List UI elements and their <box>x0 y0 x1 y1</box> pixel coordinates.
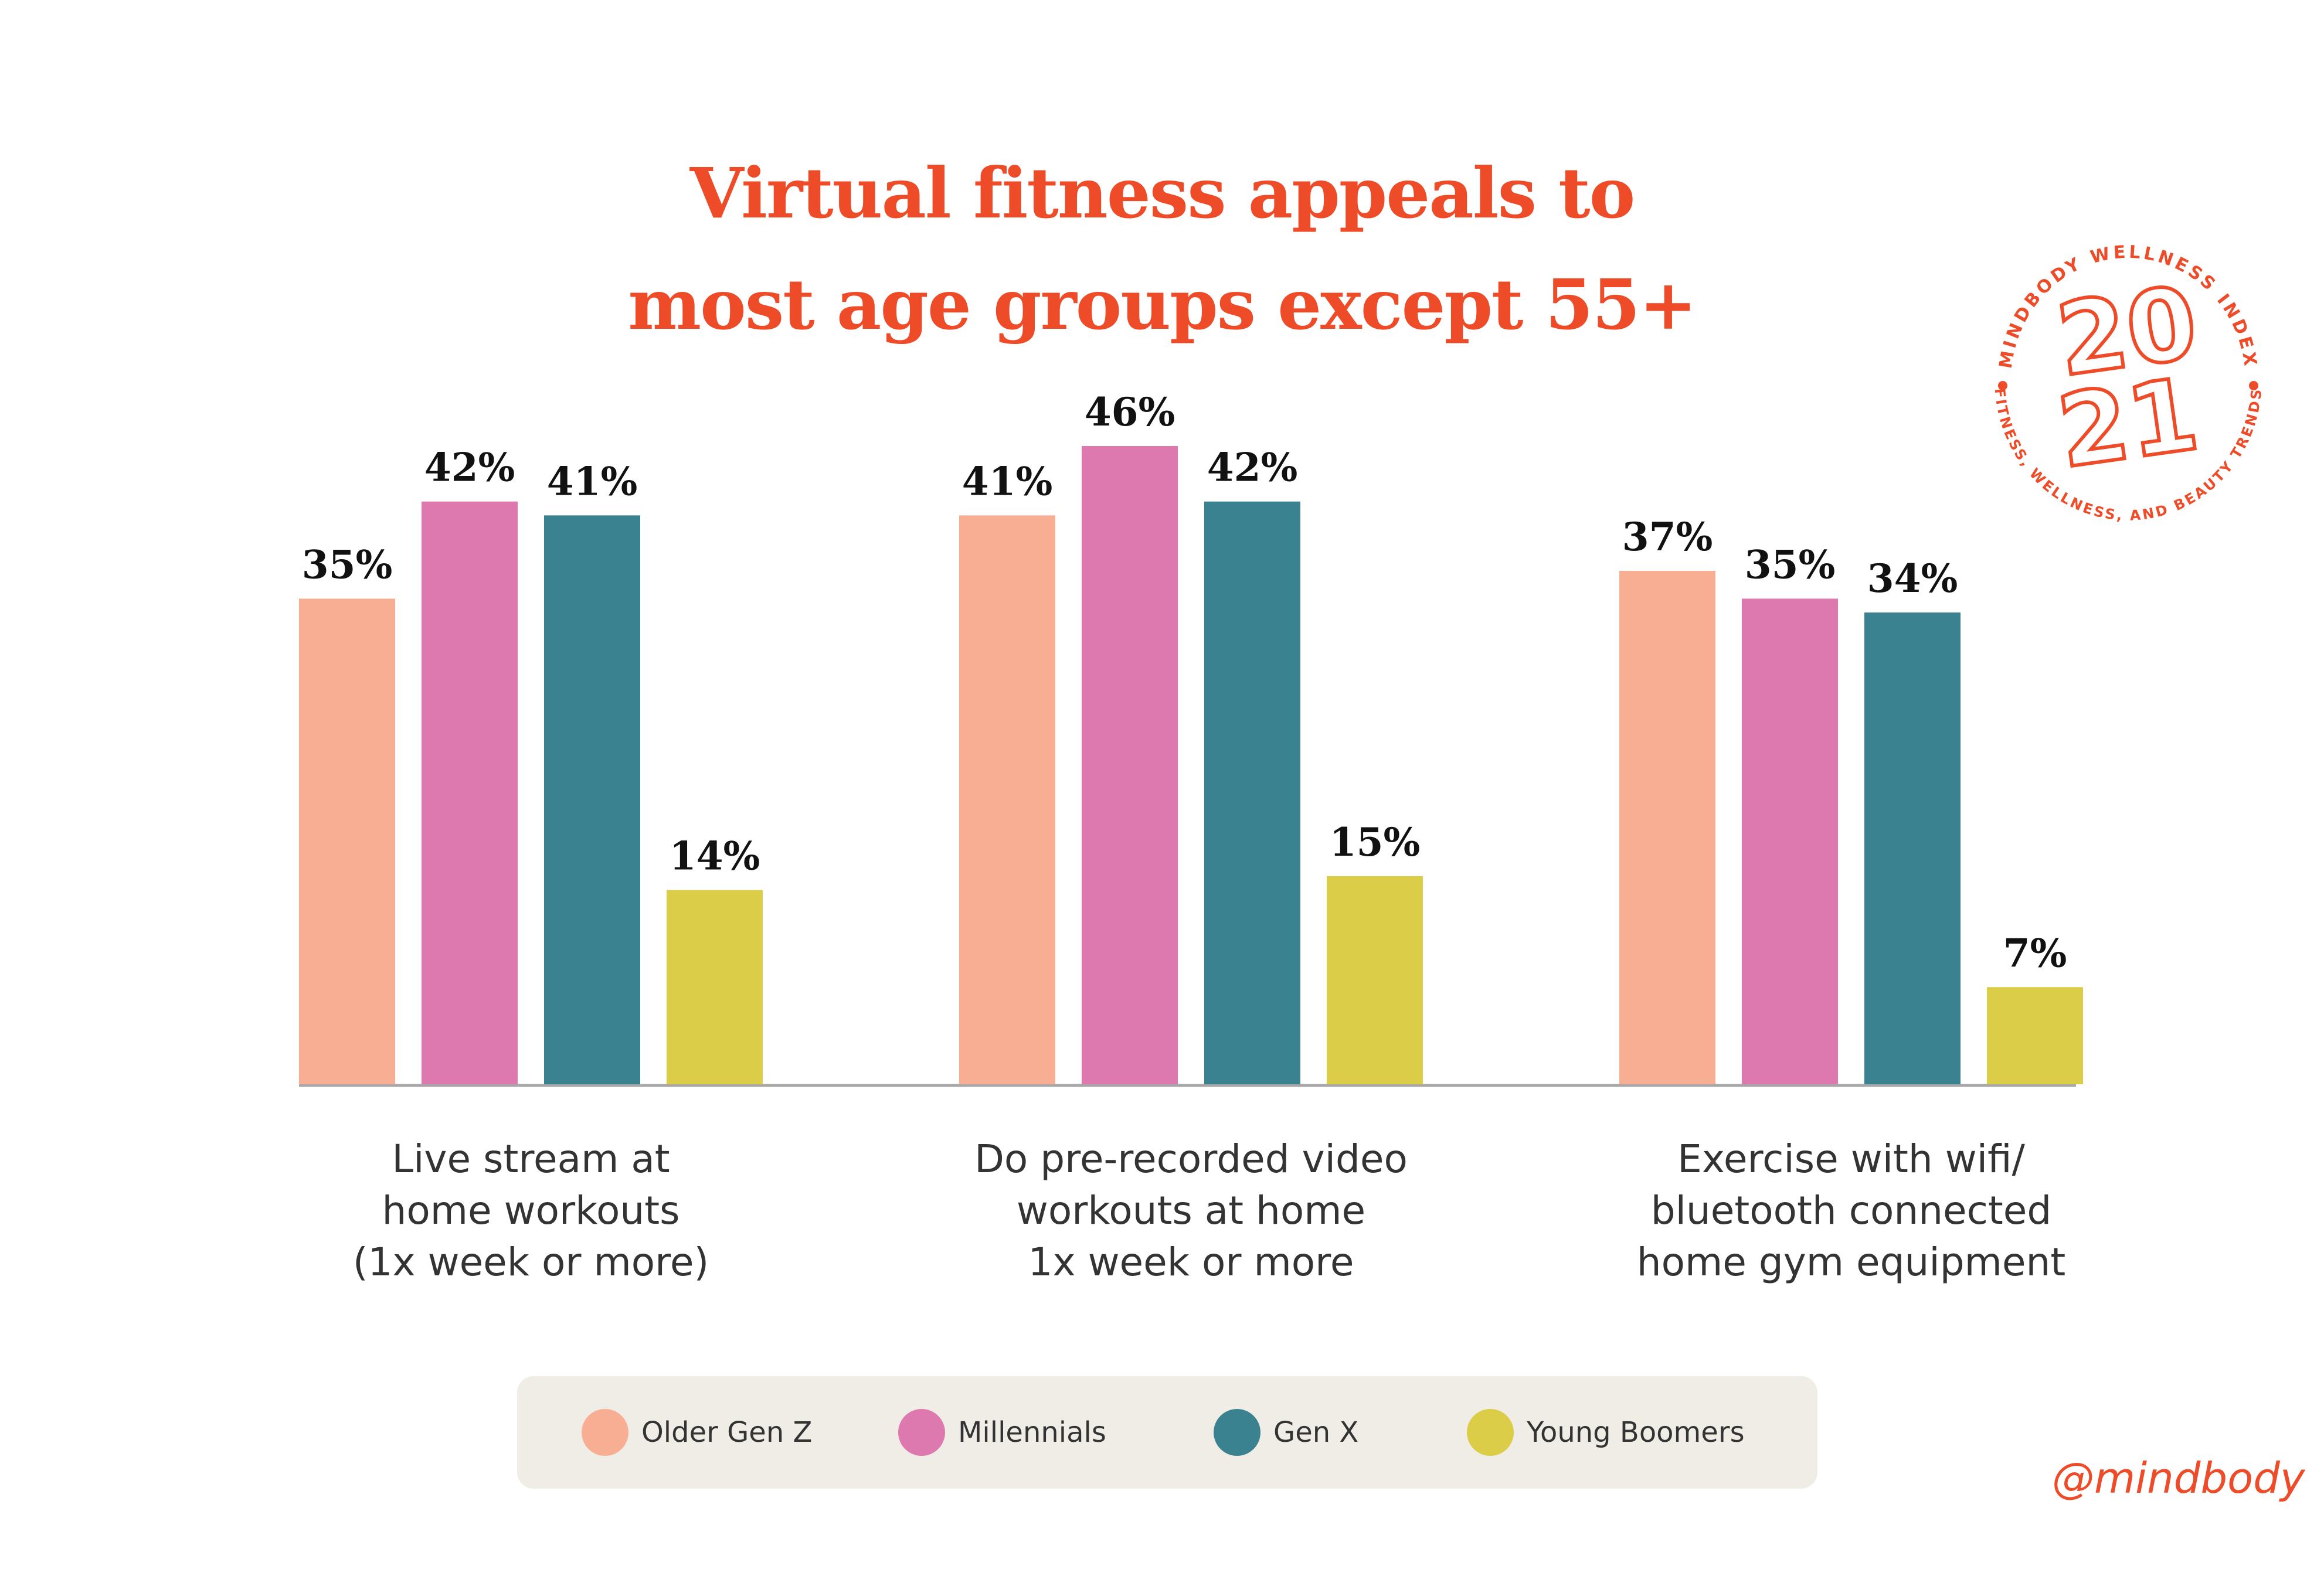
chart-title-line-2: most age groups except 55+ <box>628 264 1697 345</box>
legend-swatch-older-gen-z <box>582 1409 628 1456</box>
legend-item-older-gen-z: Older Gen Z <box>582 1376 812 1489</box>
bar-gen-x-1 <box>544 515 640 1084</box>
legend-item-gen-x: Gen X <box>1214 1376 1358 1489</box>
badge-year-bottom: 21 <box>2051 356 2205 491</box>
legend-label: Older Gen Z <box>641 1416 813 1449</box>
category-label-1-line-1: Live stream at <box>392 1136 670 1182</box>
category-label-3-line-1: Exercise with wifi/ <box>1677 1136 2026 1182</box>
data-label-gen-x-3: 34% <box>1867 556 1958 601</box>
bar-millennials-1 <box>422 501 518 1084</box>
category-label-2-line-2: workouts at home <box>1017 1188 1365 1233</box>
data-label-older-gen-z-3: 37% <box>1622 514 1713 560</box>
data-label-millennials-3: 35% <box>1745 542 1836 587</box>
badge-dot-left <box>1998 381 2007 390</box>
chart-title-line-1: Virtual fitness appeals to <box>689 152 1636 234</box>
data-label-young-boomers-2: 15% <box>1330 819 1421 865</box>
legend-item-millennials: Millennials <box>898 1376 1106 1489</box>
wellness-index-badge: MINDBODY WELLNESS INDEX FITNESS, WELLNES… <box>1992 242 2264 524</box>
data-label-millennials-2: 46% <box>1085 389 1175 435</box>
bar-older-gen-z-1 <box>299 598 395 1084</box>
bar-young-boomers-2 <box>1327 876 1423 1084</box>
legend-label: Young Boomers <box>1527 1416 1745 1449</box>
legend-swatch-millennials <box>898 1409 945 1456</box>
bar-gen-x-3 <box>1864 612 1961 1084</box>
data-label-older-gen-z-1: 35% <box>302 542 393 587</box>
data-label-young-boomers-3: 7% <box>2003 930 2067 976</box>
data-label-gen-x-2: 42% <box>1207 445 1298 491</box>
bar-young-boomers-1 <box>667 890 763 1084</box>
bar-older-gen-z-3 <box>1619 571 1715 1084</box>
legend-label: Millennials <box>958 1416 1106 1449</box>
legend-swatch-young-boomers <box>1467 1409 1514 1456</box>
data-label-millennials-1: 42% <box>424 445 515 491</box>
legend-label: Gen X <box>1273 1416 1359 1449</box>
bar-older-gen-z-2 <box>959 515 1055 1084</box>
legend-swatch-gen-x <box>1214 1409 1260 1456</box>
badge-year-top: 20 <box>2050 265 2204 399</box>
category-label-3-line-3: home gym equipment <box>1637 1240 2065 1285</box>
legend: Older Gen Z Millennials Gen X Young Boom… <box>517 1376 1817 1489</box>
category-label-2-line-3: 1x week or more <box>1028 1240 1354 1285</box>
bar-young-boomers-3 <box>1987 987 2083 1084</box>
brand-handle: @mindbody <box>2052 1454 2305 1503</box>
data-label-gen-x-1: 41% <box>547 458 638 504</box>
data-label-young-boomers-1: 14% <box>670 833 760 879</box>
bar-chart: 35% 42% 41% 14% Live stream at home workouts (… <box>299 389 2083 1285</box>
badge-dot-right <box>2249 381 2258 390</box>
data-label-older-gen-z-2: 41% <box>962 458 1053 504</box>
category-label-2-line-1: Do pre-recorded video <box>974 1136 1408 1182</box>
legend-item-young-boomers: Young Boomers <box>1467 1376 1745 1489</box>
category-label-3-line-2: bluetooth connected <box>1651 1188 2052 1233</box>
category-label-1-line-2: home workouts <box>382 1188 680 1233</box>
bar-millennials-2 <box>1082 446 1178 1084</box>
chart-title: Virtual fitness appeals to most age grou… <box>0 138 2324 360</box>
bar-millennials-3 <box>1742 598 1838 1084</box>
category-label-1-line-3: (1x week or more) <box>353 1240 709 1285</box>
bar-gen-x-2 <box>1204 501 1300 1084</box>
